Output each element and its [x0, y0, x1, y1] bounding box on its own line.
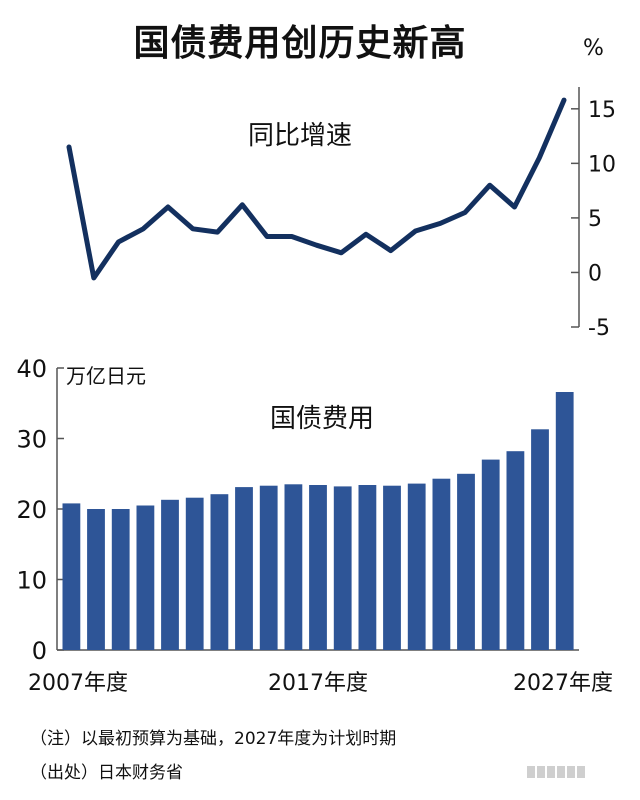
- line-y-tick-label: 0: [588, 261, 602, 286]
- debt-cost-bar: [358, 485, 377, 650]
- bar-x-tick-label: 2007年度: [28, 671, 128, 696]
- debt-cost-bar: [432, 478, 451, 650]
- bar-y-tick-label: 10: [16, 567, 47, 595]
- bar-x-tick-label: 2017年度: [268, 671, 368, 696]
- debt-cost-bar: [309, 485, 327, 650]
- line-y-tick-label: 5: [588, 207, 602, 232]
- debt-cost-bar: [284, 484, 303, 650]
- bar-y-tick-label: 30: [16, 426, 47, 454]
- debt-cost-bar: [210, 494, 229, 650]
- bar-unit-label: 万亿日元: [66, 364, 146, 388]
- bar-y-tick-label: 20: [16, 496, 47, 524]
- line-y-tick-label: -5: [588, 316, 610, 341]
- line-series-title: 同比增速: [248, 121, 352, 151]
- debt-cost-bar: [62, 503, 81, 650]
- line-y-tick-label: 15: [588, 98, 616, 123]
- bar-y-tick-label: 40: [16, 355, 47, 383]
- line-unit-label: %: [583, 36, 604, 61]
- debt-cost-bar: [481, 459, 500, 650]
- debt-cost-bar: [531, 429, 549, 650]
- growth-line-chart: -5 0 5 10 15% 同比增速: [66, 36, 616, 341]
- footnote-source: （出处）日本财务省: [30, 763, 183, 783]
- debt-cost-bar: [555, 392, 574, 650]
- bar-series-title: 国债费用: [270, 404, 374, 434]
- debt-cost-bar: [136, 505, 155, 650]
- debt-cost-bar: [383, 485, 401, 650]
- debt-cost-bar: [333, 486, 352, 650]
- debt-cost-bar: [506, 451, 525, 650]
- debt-cost-bar: [407, 483, 426, 650]
- footnote-note: （注）以最初预算为基础，2027年度为计划时期: [30, 729, 397, 749]
- bar-y-tick-label: 0: [32, 637, 47, 665]
- bar-x-tick-label: 2027年度: [513, 671, 613, 696]
- debt-cost-bar: [87, 509, 105, 650]
- debt-cost-bar: [457, 473, 475, 651]
- watermark-logo: [527, 766, 585, 778]
- line-y-tick-label: 10: [588, 152, 616, 177]
- debt-cost-bar: [235, 487, 253, 650]
- debt-cost-bar: [185, 497, 204, 650]
- page-title: 国债费用创历史新高: [133, 23, 467, 64]
- debt-cost-bar: [111, 509, 130, 650]
- debt-cost-bar: [161, 499, 179, 650]
- debt-cost-bar: [259, 485, 278, 650]
